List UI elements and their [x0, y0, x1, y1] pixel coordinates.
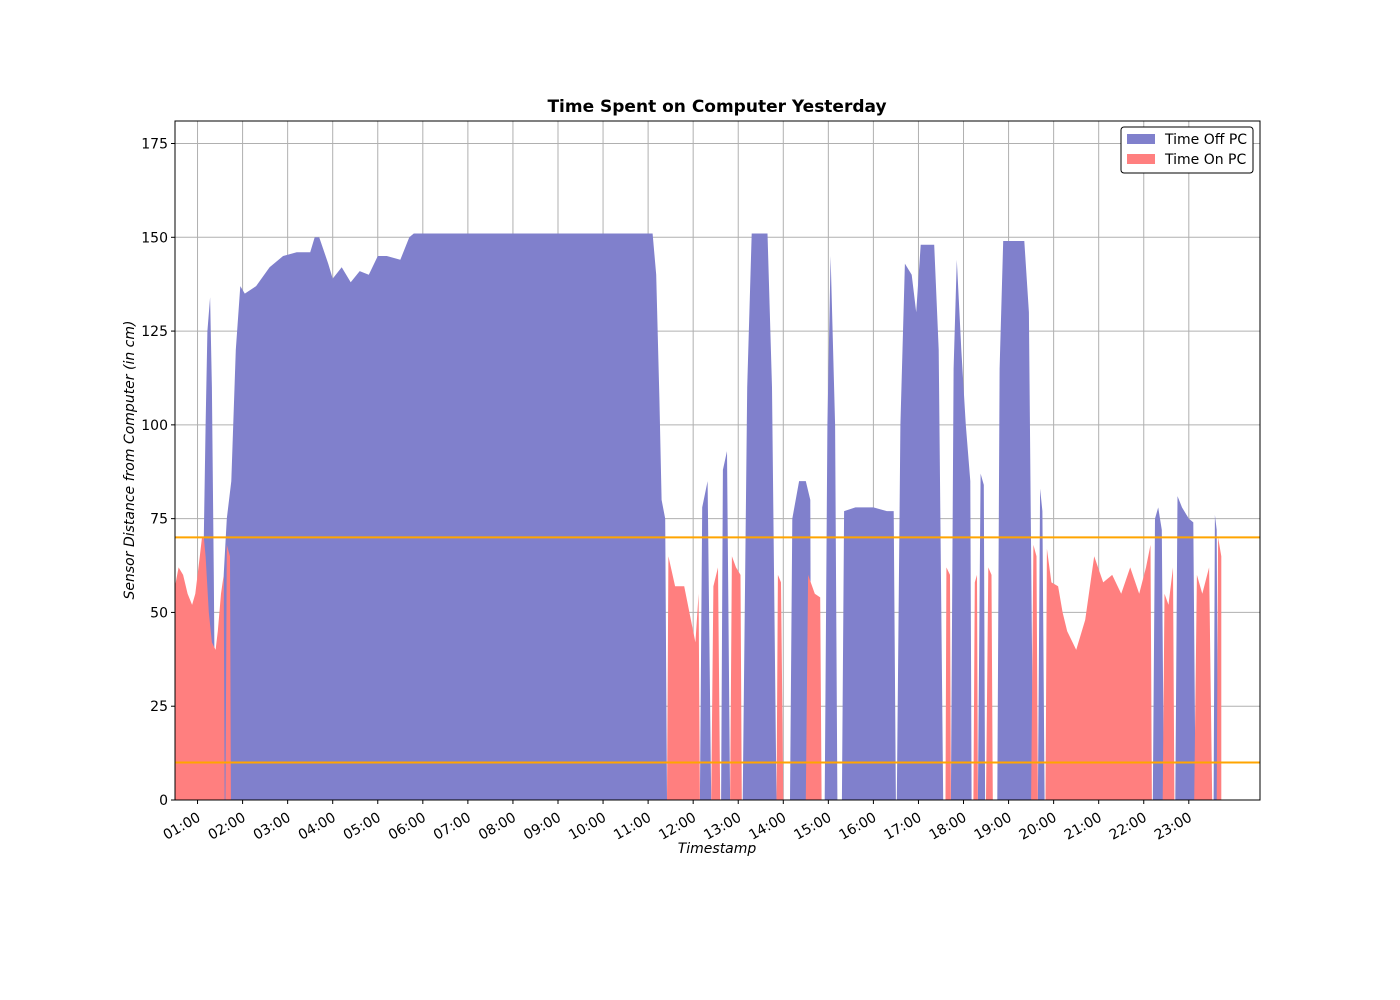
area-series-time-on-pc: [175, 537, 1222, 800]
x-tick-label: 20:00: [1017, 810, 1060, 844]
y-axis-ticks: 0 25 50 75 100 125 150 175: [141, 137, 175, 809]
y-tick-label: 75: [150, 512, 168, 528]
x-axis-ticks: 01:00 02:00 03:00 04:00 05:00 06:00 07:00 08:00…: [161, 800, 1195, 844]
x-axis-label: Timestamp: [678, 841, 757, 857]
x-tick-label: 08:00: [476, 810, 519, 844]
legend-swatch-time-off: [1127, 134, 1155, 144]
x-tick-label: 12:00: [656, 810, 699, 844]
x-tick-label: 14:00: [746, 810, 789, 844]
x-tick-label: 06:00: [386, 810, 429, 844]
y-tick-label: 25: [150, 699, 168, 715]
x-tick-label: 02:00: [206, 810, 249, 844]
x-tick-label: 11:00: [611, 810, 654, 844]
x-tick-label: 18:00: [927, 810, 970, 844]
threshold-lines: [175, 536, 1260, 764]
chart-title: Time Spent on Computer Yesterday: [547, 97, 886, 117]
x-tick-label: 07:00: [431, 810, 474, 844]
x-tick-label: 16:00: [836, 810, 879, 844]
x-tick-label: 13:00: [701, 810, 744, 844]
x-tick-label: 17:00: [882, 810, 925, 844]
y-tick-label: 175: [141, 137, 168, 153]
legend: Time Off PC Time On PC: [1120, 126, 1254, 174]
y-axis-label: Sensor Distance from Computer (in cm): [122, 321, 138, 600]
area-series-time-off-pc: [202, 233, 1219, 800]
y-tick-label: 0: [159, 793, 168, 809]
plot-frame: [174, 120, 1261, 801]
x-tick-label: 23:00: [1152, 810, 1195, 844]
legend-label-time-off: Time Off PC: [1164, 132, 1247, 148]
x-tick-label: 22:00: [1107, 810, 1150, 844]
plot-areas: [175, 233, 1222, 800]
y-tick-label: 150: [141, 230, 168, 246]
x-tick-label: 19:00: [972, 810, 1015, 844]
x-tick-label: 01:00: [161, 810, 204, 844]
x-tick-label: 15:00: [791, 810, 834, 844]
x-tick-label: 10:00: [566, 810, 609, 844]
x-tick-label: 04:00: [296, 810, 339, 844]
x-tick-label: 05:00: [341, 810, 384, 844]
legend-label-time-on: Time On PC: [1164, 152, 1246, 168]
y-tick-label: 50: [150, 605, 168, 621]
x-tick-label: 21:00: [1062, 810, 1105, 844]
y-tick-label: 100: [141, 418, 168, 434]
y-tick-label: 125: [141, 324, 168, 340]
x-tick-label: 03:00: [251, 810, 294, 844]
x-tick-label: 09:00: [521, 810, 564, 844]
legend-swatch-time-on: [1127, 154, 1155, 164]
